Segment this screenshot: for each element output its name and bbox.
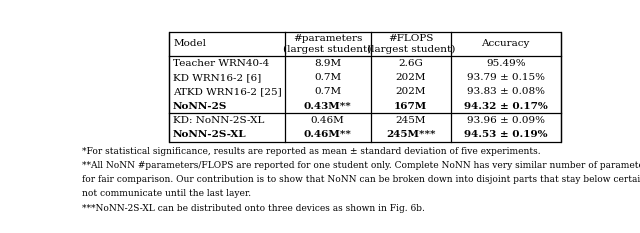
Text: 93.83 ± 0.08%: 93.83 ± 0.08% <box>467 87 545 96</box>
Text: ATKD WRN16-2 [25]: ATKD WRN16-2 [25] <box>173 87 282 96</box>
Text: not communicate until the last layer.: not communicate until the last layer. <box>83 189 252 198</box>
Text: KD WRN16-2 [6]: KD WRN16-2 [6] <box>173 73 261 82</box>
Text: 202M: 202M <box>396 87 426 96</box>
Text: 0.7M: 0.7M <box>314 87 341 96</box>
Text: *For statistical significance, results are reported as mean ± standard deviation: *For statistical significance, results a… <box>83 147 541 156</box>
Text: 245M***: 245M*** <box>386 130 436 139</box>
Text: 0.46M**: 0.46M** <box>304 130 351 139</box>
Text: KD: NoNN-2S-XL: KD: NoNN-2S-XL <box>173 116 264 125</box>
Text: Teacher WRN40-4: Teacher WRN40-4 <box>173 59 269 68</box>
Text: 0.7M: 0.7M <box>314 73 341 82</box>
Text: 94.53 ± 0.19%: 94.53 ± 0.19% <box>464 130 547 139</box>
Text: 0.43M**: 0.43M** <box>304 102 351 111</box>
Text: ***NoNN-2S-XL can be distributed onto three devices as shown in Fig. 6b.: ***NoNN-2S-XL can be distributed onto th… <box>83 203 426 212</box>
Text: Accuracy: Accuracy <box>481 39 530 48</box>
Text: 202M: 202M <box>396 73 426 82</box>
Text: 167M: 167M <box>394 102 428 111</box>
Text: 93.96 ± 0.09%: 93.96 ± 0.09% <box>467 116 545 125</box>
Text: NoNN-2S-XL: NoNN-2S-XL <box>173 130 246 139</box>
Text: NoNN-2S: NoNN-2S <box>173 102 227 111</box>
Text: 95.49%: 95.49% <box>486 59 525 68</box>
Text: 245M: 245M <box>396 116 426 125</box>
Text: 94.32 ± 0.17%: 94.32 ± 0.17% <box>464 102 548 111</box>
Text: #FLOPS
(largest student): #FLOPS (largest student) <box>367 34 455 54</box>
Text: 0.46M: 0.46M <box>311 116 344 125</box>
Text: 2.6G: 2.6G <box>398 59 423 68</box>
Text: 8.9M: 8.9M <box>314 59 341 68</box>
Text: Model: Model <box>173 39 206 48</box>
Text: for fair comparison. Our contribution is to show that NoNN can be broken down in: for fair comparison. Our contribution is… <box>83 175 640 184</box>
Text: **All NoNN #parameters/FLOPS are reported for one student only. Complete NoNN ha: **All NoNN #parameters/FLOPS are reporte… <box>83 161 640 170</box>
Text: #parameters
(largest student): #parameters (largest student) <box>284 34 372 54</box>
Text: 93.79 ± 0.15%: 93.79 ± 0.15% <box>467 73 545 82</box>
